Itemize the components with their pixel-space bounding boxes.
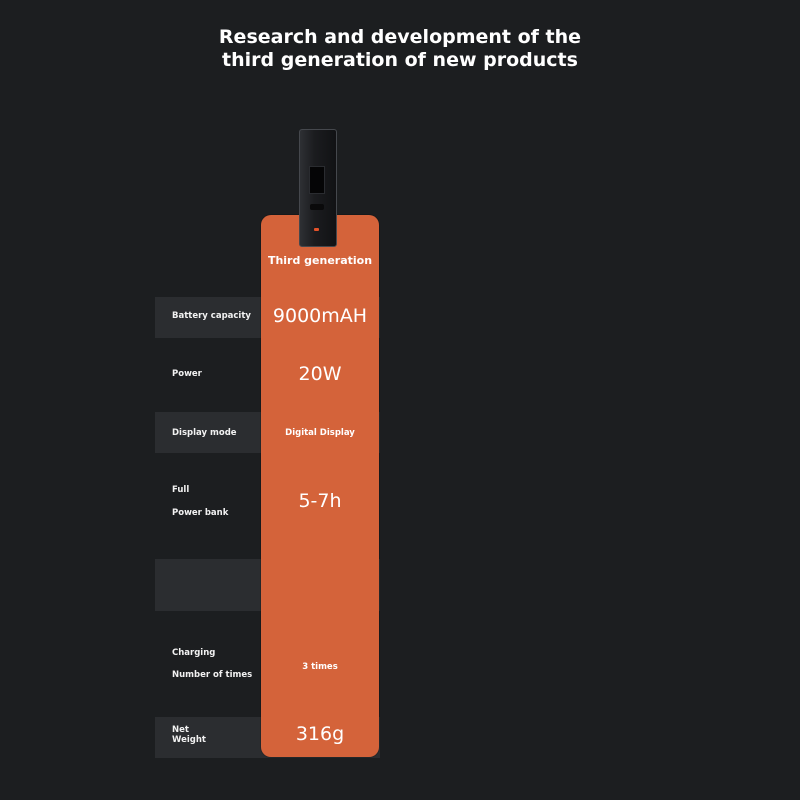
- device-screen-icon: [309, 166, 325, 194]
- value-power: 20W: [298, 363, 342, 385]
- label-battery-capacity: Battery capacity: [172, 311, 251, 321]
- title-line-1: Research and development of the: [218, 26, 582, 48]
- title-line-2: third generation of new products: [222, 49, 578, 71]
- power-bank-device-icon: [299, 129, 337, 247]
- value-charging-times: 3 times: [302, 662, 338, 672]
- third-generation-column: [261, 215, 379, 757]
- device-port-icon: [310, 204, 324, 210]
- label-net-weight-2: Weight: [172, 735, 206, 745]
- value-battery-capacity: 9000mAH: [272, 305, 368, 327]
- value-full-power-bank: 5-7h: [298, 490, 342, 512]
- value-display-mode: Digital Display: [285, 428, 355, 438]
- label-charging-times-2: Number of times: [172, 670, 253, 680]
- device-led-icon: [314, 228, 319, 231]
- column-header: Third generation: [267, 254, 373, 267]
- label-full-power-bank-2: Power bank: [172, 508, 229, 518]
- label-net-weight-1: Net: [172, 725, 189, 735]
- value-net-weight: 316g: [295, 723, 345, 745]
- page-title: Research and development of the third ge…: [0, 26, 800, 72]
- label-full-power-bank-1: Full: [172, 485, 190, 495]
- label-power: Power: [172, 369, 202, 379]
- label-display-mode: Display mode: [172, 428, 237, 438]
- label-charging-times-1: Charging: [172, 648, 216, 658]
